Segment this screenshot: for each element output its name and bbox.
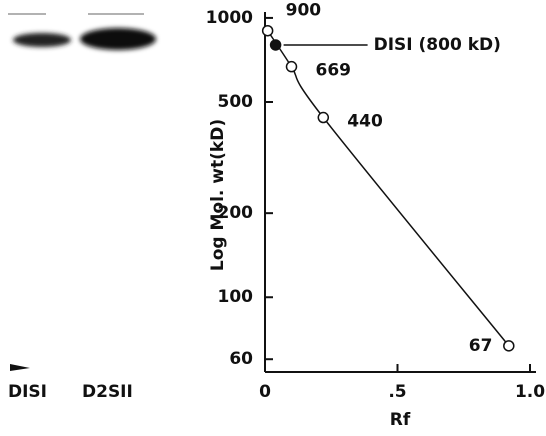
gel-band	[13, 33, 71, 47]
y-tick-label: 100	[218, 287, 254, 307]
data-label: 669	[316, 61, 352, 81]
data-label: 440	[347, 112, 383, 132]
gel: DISI D2SII	[8, 14, 156, 402]
y-axis-label: Log Mol. wt(kD)	[208, 119, 228, 271]
data-point	[318, 113, 328, 123]
x-tick-label: 1.0	[515, 382, 545, 402]
data-point	[287, 62, 297, 72]
y-tick-label: 200	[218, 203, 254, 223]
y-tick-label: 500	[218, 92, 254, 112]
y-tick-label: 1000	[206, 8, 253, 28]
data-label: 900	[286, 1, 322, 21]
data-point	[271, 40, 281, 50]
x-tick-label: .5	[388, 382, 406, 402]
figure: DISI D2SII Log Mol. wt(kD) Rf 60 100 200 50…	[0, 0, 546, 436]
annotation: DISI (800 kD)	[374, 35, 501, 55]
gel-band	[80, 28, 156, 50]
x-tick-label: 0	[259, 382, 271, 402]
lane-label: DISI	[8, 382, 47, 402]
lane-label: D2SII	[82, 382, 133, 402]
y-tick-label: 60	[229, 349, 253, 369]
gel-arrow	[10, 364, 30, 371]
data-label: 67	[469, 336, 493, 356]
x-axis-label: Rf	[390, 410, 411, 430]
data-point	[504, 341, 514, 351]
data-point	[263, 26, 273, 36]
fit-curve	[268, 31, 509, 346]
